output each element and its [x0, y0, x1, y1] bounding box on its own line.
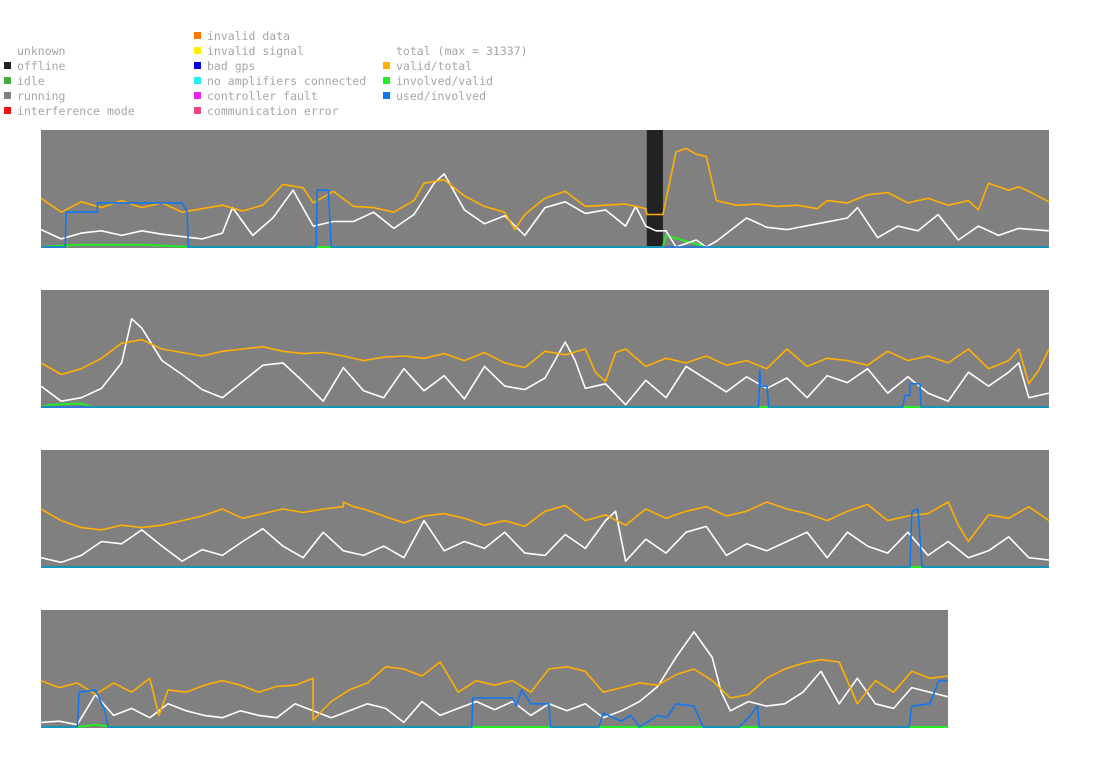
used-involved-line [41, 369, 1049, 408]
legend-swatch [194, 62, 201, 69]
legend-swatch [383, 77, 390, 84]
total-line [40, 631, 949, 726]
total-line [40, 173, 1050, 248]
legend-label: used/involved [396, 89, 487, 103]
legend-label: communication error [207, 104, 339, 118]
legend-swatch [194, 92, 201, 99]
running-status-band [41, 610, 948, 728]
running-status-band [41, 290, 1049, 408]
used-involved-line [41, 189, 1049, 248]
legend-label: controller fault [207, 89, 318, 103]
legend-swatch [194, 77, 201, 84]
legend-label: involved/valid [396, 74, 493, 88]
legend-label: interference mode [17, 104, 135, 118]
legend-label: no amplifiers connected [207, 74, 367, 88]
legend-swatch [194, 107, 201, 114]
chart-panel-4 [40, 610, 949, 728]
legend-swatch [4, 62, 11, 69]
valid-total-line [40, 501, 1050, 543]
used-involved-line [41, 508, 1049, 568]
legend-label: total (max = 31337) [396, 44, 528, 58]
chart-panel-2 [40, 290, 1050, 408]
chart-panel-1 [40, 130, 1050, 248]
running-status-band [41, 450, 1049, 568]
legend-label: valid/total [396, 59, 473, 73]
legend-swatch [4, 107, 11, 114]
legend-swatch [383, 62, 390, 69]
legend-label: bad gps [207, 59, 256, 73]
total-line [40, 510, 1050, 564]
valid-total-line [40, 658, 949, 721]
legend-swatch [4, 92, 11, 99]
legend-label: invalid data [207, 29, 291, 43]
legend-label: invalid signal [207, 44, 304, 58]
legend-label: unknown [17, 44, 66, 58]
legend-label: offline [17, 59, 66, 73]
legend-swatch [194, 47, 201, 54]
running-status-band [41, 130, 1049, 248]
valid-total-line [40, 338, 1050, 385]
legend-swatch [4, 77, 11, 84]
valid-total-line [40, 147, 1050, 231]
total-line [40, 317, 1050, 406]
legend-label: running [17, 89, 66, 103]
offline-status-band [646, 130, 663, 248]
legend-label: idle [17, 74, 45, 88]
chart-panel-3 [40, 450, 1050, 568]
used-involved-line [41, 679, 948, 728]
legend-swatch [194, 32, 201, 39]
legend-swatch [383, 92, 390, 99]
